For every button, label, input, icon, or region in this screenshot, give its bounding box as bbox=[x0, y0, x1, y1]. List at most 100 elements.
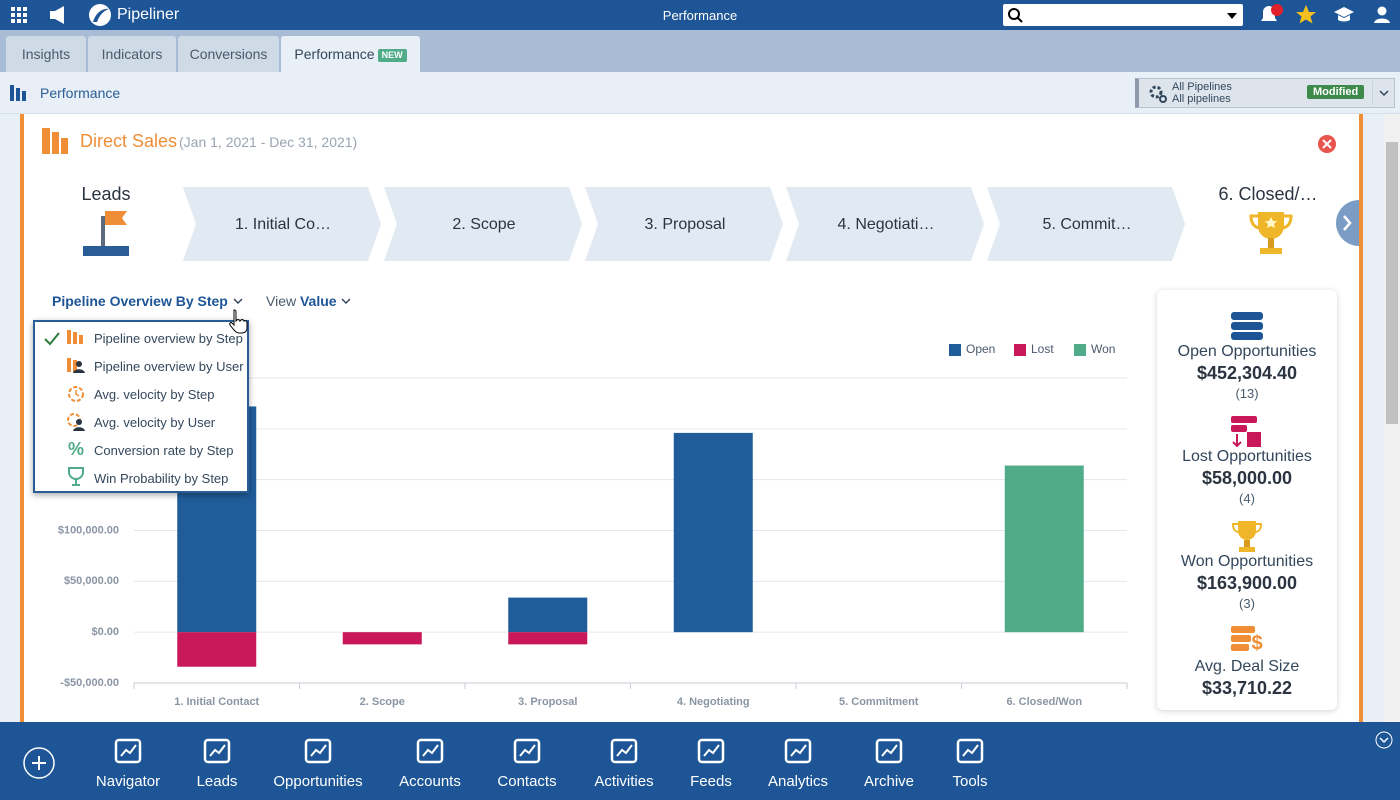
date-range: (Jan 1, 2021 - Dec 31, 2021) bbox=[179, 134, 358, 150]
y-tick-label: -$50,000.00 bbox=[60, 677, 119, 689]
stat-amount: $163,900.00 bbox=[1196, 573, 1298, 593]
legend-swatch bbox=[949, 344, 961, 356]
scrollbar[interactable] bbox=[1384, 114, 1400, 722]
step-chevron[interactable] bbox=[786, 187, 984, 261]
nav-item[interactable]: Leads bbox=[196, 773, 238, 790]
step-label: 5. Commit… bbox=[1043, 216, 1132, 233]
app-name: Pipeliner bbox=[117, 6, 180, 23]
add-button[interactable] bbox=[22, 746, 56, 780]
pipeline-title: All Pipelines bbox=[1172, 81, 1232, 93]
lost-icon bbox=[1231, 416, 1261, 448]
abs bbox=[1372, 81, 1389, 105]
pipeline-selector[interactable]: All Pipelines All pipelines Modified bbox=[1135, 78, 1395, 108]
nav-item[interactable]: Analytics bbox=[767, 773, 829, 790]
nav-icon bbox=[513, 738, 541, 764]
nav-item[interactable]: Opportunities bbox=[273, 773, 363, 790]
legend-swatch bbox=[1014, 344, 1026, 356]
path bbox=[1343, 215, 1352, 231]
tab[interactable]: Conversions bbox=[178, 36, 279, 72]
nav-item[interactable]: Tools bbox=[952, 773, 988, 790]
rect bbox=[1231, 644, 1249, 651]
profile[interactable] bbox=[1377, 6, 1387, 16]
favorites[interactable] bbox=[1296, 5, 1316, 24]
path bbox=[1322, 139, 1332, 149]
stat-amount: $452,304.40 bbox=[1196, 363, 1298, 383]
x-tick-label: 2. Scope bbox=[360, 696, 405, 708]
view-select[interactable]: View Value bbox=[266, 293, 352, 309]
menu-item[interactable]: Avg. velocity by Step bbox=[94, 387, 215, 402]
path bbox=[1265, 217, 1277, 228]
close-button[interactable] bbox=[1316, 134, 1338, 156]
step-chevron[interactable] bbox=[987, 187, 1185, 261]
announce-icon[interactable] bbox=[50, 6, 64, 24]
tab[interactable]: Indicators bbox=[88, 36, 176, 72]
step-label: 4. Negotiati… bbox=[838, 216, 935, 233]
rect bbox=[1231, 635, 1251, 642]
rect bbox=[23, 19, 27, 23]
rect bbox=[1231, 312, 1263, 320]
path bbox=[10, 85, 26, 101]
nav-icon-shape bbox=[519, 744, 536, 757]
circle bbox=[1375, 731, 1393, 749]
search-box[interactable] bbox=[1003, 4, 1243, 26]
svg bbox=[1008, 8, 1237, 23]
step-chevron[interactable] bbox=[183, 187, 381, 261]
nav-item[interactable]: Feeds bbox=[690, 773, 732, 790]
path bbox=[67, 358, 77, 372]
nav-icon-shape bbox=[875, 738, 903, 764]
path bbox=[1379, 90, 1389, 97]
rect bbox=[1231, 425, 1247, 432]
apps-icon[interactable] bbox=[11, 7, 27, 23]
path bbox=[341, 298, 351, 305]
menu-icons: % bbox=[44, 330, 85, 486]
tabs-bar: Insights Indicators Conversions Performa… bbox=[0, 30, 1400, 72]
nav-icon bbox=[114, 738, 142, 764]
nav-item[interactable]: Navigator bbox=[95, 773, 161, 790]
collapse-button[interactable] bbox=[1374, 730, 1394, 750]
step-chevron[interactable] bbox=[585, 187, 783, 261]
rect bbox=[101, 216, 105, 246]
nav-item[interactable]: Archive bbox=[863, 773, 915, 790]
nav-icon bbox=[304, 738, 332, 764]
nav-item[interactable]: Accounts bbox=[399, 773, 461, 790]
circle bbox=[76, 419, 82, 425]
leads-icon bbox=[83, 211, 129, 256]
academy[interactable] bbox=[1334, 7, 1354, 22]
nav-icon-shape bbox=[114, 738, 142, 764]
menu-item[interactable]: Win Probability by Step bbox=[94, 471, 229, 486]
leads-step[interactable]: Leads bbox=[81, 184, 131, 204]
path bbox=[1336, 200, 1359, 246]
menu-item[interactable]: Conversion rate by Step bbox=[94, 443, 234, 458]
report-menu: % Pipeline overview by Step Pipeline ove… bbox=[33, 320, 249, 493]
menu-item[interactable]: Pipeline overview by Step bbox=[94, 331, 243, 346]
scroll-thumb[interactable] bbox=[1386, 142, 1398, 424]
nav-icon-shape bbox=[962, 744, 979, 757]
breadcrumb[interactable]: Performance bbox=[40, 85, 121, 101]
nav-item[interactable]: Contacts bbox=[497, 773, 557, 790]
y-tick-label: $100,000.00 bbox=[58, 524, 119, 536]
path bbox=[73, 369, 85, 373]
x-tick-label: 4. Negotiating bbox=[677, 696, 750, 708]
nav-item[interactable]: Activities bbox=[594, 773, 654, 790]
view-value: Value bbox=[299, 293, 337, 309]
path bbox=[1238, 521, 1256, 540]
x-tick-label: 1. Initial Contact bbox=[174, 696, 259, 708]
nav-icon-shape bbox=[616, 744, 633, 757]
closed-step[interactable]: 6. Closed/… bbox=[1218, 184, 1318, 204]
menu-item[interactable]: Pipeline overview by User bbox=[94, 359, 244, 374]
tab-active[interactable]: Performance NEW bbox=[281, 36, 420, 72]
nav-icon-shape bbox=[956, 738, 984, 764]
menu-item[interactable]: Avg. velocity by User bbox=[94, 415, 216, 430]
report-select[interactable]: Pipeline Overview By Step bbox=[52, 293, 244, 309]
path bbox=[42, 128, 68, 154]
nav-icon bbox=[416, 738, 444, 764]
steps-next[interactable] bbox=[1331, 200, 1359, 246]
nav-icon-shape bbox=[416, 738, 444, 764]
x-tick-label: 6. Closed/Won bbox=[1006, 696, 1082, 708]
path bbox=[1231, 523, 1263, 533]
breadcrumb-bar: Performance All Pipelines All pipelines … bbox=[0, 72, 1400, 114]
tab[interactable]: Insights bbox=[6, 36, 86, 72]
step-label: 2. Scope bbox=[452, 216, 515, 233]
bar bbox=[508, 597, 588, 633]
step-chevron[interactable] bbox=[384, 187, 582, 261]
